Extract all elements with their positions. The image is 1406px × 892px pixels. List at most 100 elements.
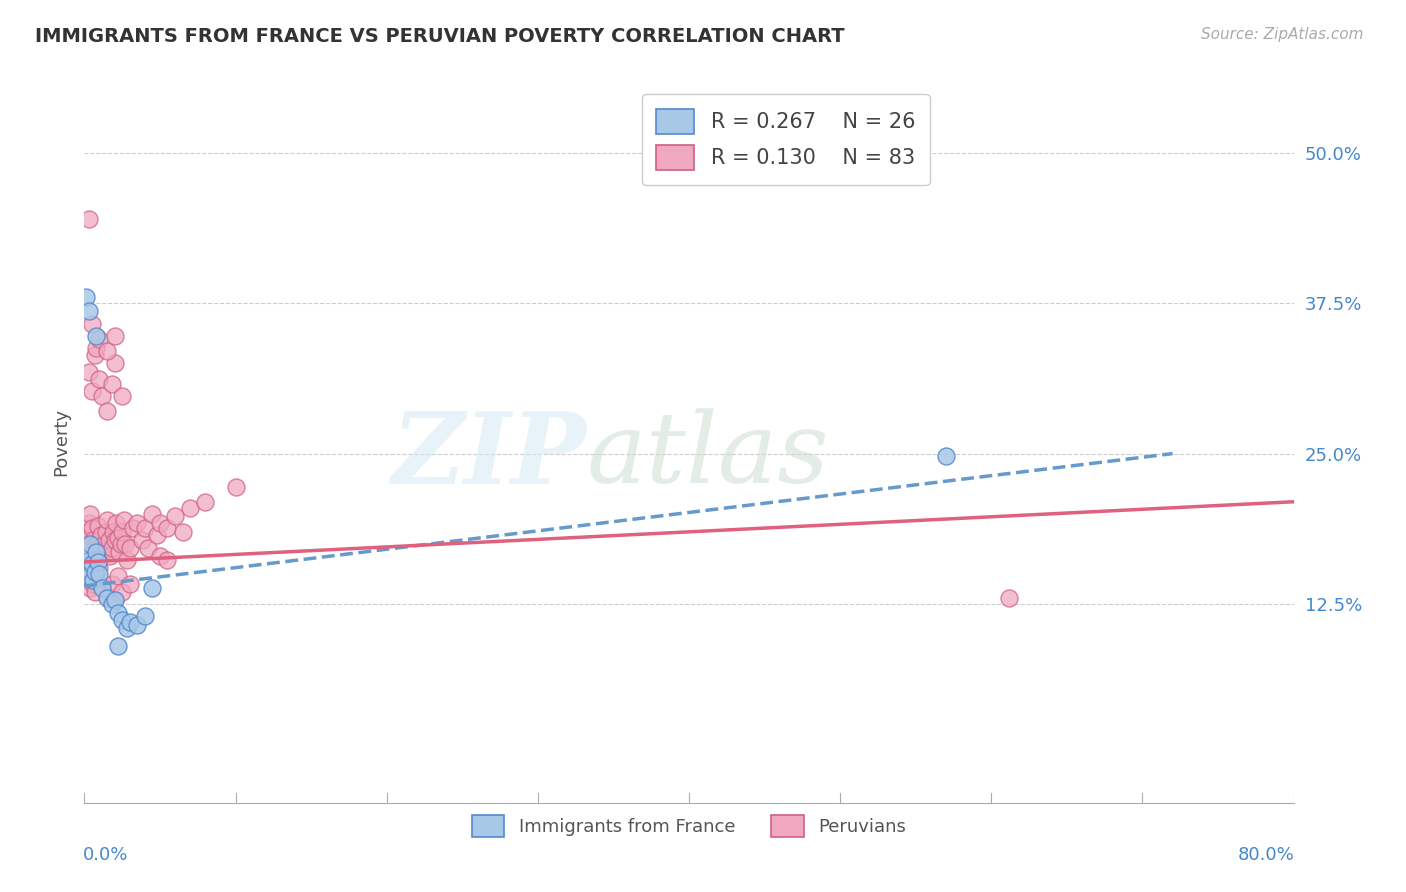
Point <box>90 528 112 542</box>
Point <box>82 576 104 591</box>
Point <box>100 576 122 591</box>
Point <box>118 541 141 555</box>
Point <box>165 509 187 524</box>
Point <box>77 211 100 226</box>
Point <box>98 549 121 563</box>
Point <box>96 344 118 359</box>
Point <box>100 376 122 391</box>
Point <box>118 615 141 630</box>
Point <box>131 533 153 548</box>
Point <box>77 365 100 379</box>
Point <box>91 389 114 403</box>
Point <box>194 494 217 508</box>
Point <box>104 356 127 370</box>
Point <box>77 516 100 531</box>
Point <box>94 524 117 539</box>
Point <box>82 573 104 587</box>
Point <box>104 593 127 607</box>
Point <box>75 533 97 548</box>
Point <box>80 558 103 572</box>
Point <box>84 585 107 599</box>
Point <box>82 533 104 548</box>
Point <box>86 328 108 343</box>
Point <box>111 524 134 539</box>
Point <box>89 533 111 548</box>
Point <box>121 521 143 535</box>
Point <box>172 524 194 539</box>
Point <box>75 290 97 304</box>
Point <box>156 552 179 566</box>
Text: Source: ZipAtlas.com: Source: ZipAtlas.com <box>1201 27 1364 42</box>
Point <box>84 348 107 362</box>
Point <box>87 552 110 566</box>
Point <box>146 528 169 542</box>
Point <box>149 516 172 531</box>
Point <box>80 521 103 535</box>
Point <box>89 567 111 582</box>
Point <box>86 569 108 583</box>
Point <box>225 480 247 494</box>
Point <box>84 549 107 563</box>
Point <box>141 582 163 596</box>
Point <box>118 576 141 591</box>
Point <box>107 531 129 545</box>
Point <box>101 524 124 539</box>
Point <box>86 341 108 355</box>
Point <box>86 545 108 559</box>
Point <box>127 516 149 531</box>
Point <box>96 404 118 418</box>
Point <box>105 516 128 531</box>
Point <box>86 537 108 551</box>
Point <box>100 597 122 611</box>
Point <box>79 582 101 596</box>
Point <box>112 513 135 527</box>
Point <box>107 606 129 620</box>
Point <box>77 552 100 566</box>
Legend: Immigrants from France, Peruvians: Immigrants from France, Peruvians <box>464 808 914 845</box>
Point <box>75 565 97 579</box>
Point <box>77 573 100 587</box>
Point <box>89 372 111 386</box>
Point <box>127 617 149 632</box>
Text: atlas: atlas <box>586 409 830 504</box>
Point <box>77 304 100 318</box>
Point <box>115 552 138 566</box>
Point <box>87 519 110 533</box>
Point <box>84 565 107 579</box>
Point <box>91 579 114 593</box>
Point <box>107 569 129 583</box>
Point <box>998 591 1021 606</box>
Point <box>89 332 111 346</box>
Point <box>111 613 134 627</box>
Point <box>96 591 118 606</box>
Point <box>111 389 134 403</box>
Point <box>149 549 172 563</box>
Point <box>91 545 114 559</box>
Text: ZIP: ZIP <box>391 408 586 504</box>
Point <box>96 513 118 527</box>
Point <box>104 593 127 607</box>
Point <box>76 558 98 572</box>
Point <box>80 384 103 398</box>
Point <box>80 567 103 582</box>
Point <box>100 541 122 555</box>
Y-axis label: Poverty: Poverty <box>52 408 70 475</box>
Point <box>108 545 131 559</box>
Point <box>141 507 163 521</box>
Point <box>76 569 98 583</box>
Point <box>136 541 159 555</box>
Point <box>104 533 127 548</box>
Point <box>79 537 101 551</box>
Point <box>91 582 114 596</box>
Point <box>93 537 115 551</box>
Text: IMMIGRANTS FROM FRANCE VS PERUVIAN POVERTY CORRELATION CHART: IMMIGRANTS FROM FRANCE VS PERUVIAN POVER… <box>35 27 845 45</box>
Point <box>114 537 136 551</box>
Point <box>111 585 134 599</box>
Point <box>96 589 118 603</box>
Point <box>76 524 98 539</box>
Point <box>134 609 156 624</box>
Point <box>156 521 179 535</box>
Point <box>134 521 156 535</box>
Point <box>97 533 120 548</box>
Text: 80.0%: 80.0% <box>1237 847 1295 864</box>
